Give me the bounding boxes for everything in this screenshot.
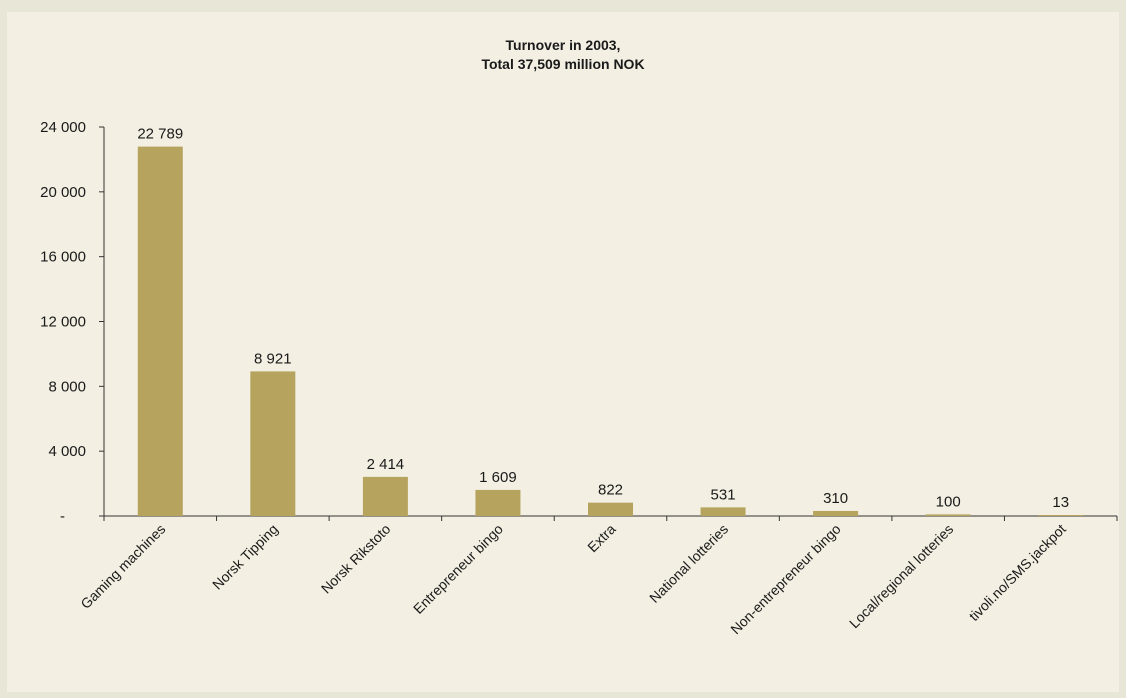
data-label: 8 921 (254, 350, 292, 367)
y-tick-label: 20 000 (40, 184, 86, 201)
x-category-label: Local/regional lotteries (846, 521, 956, 631)
y-tick-label: 12 000 (40, 314, 86, 331)
bar (925, 514, 971, 516)
data-label: 100 (936, 493, 961, 510)
x-category-label: Non-entrepreneur bingo (727, 521, 844, 638)
x-category-label: Norsk Tipping (209, 521, 281, 593)
bar (1038, 515, 1084, 516)
bar (250, 371, 296, 516)
y-tick-label: 8 000 (48, 378, 86, 395)
y-tick-label: 24 000 (40, 119, 86, 136)
data-label: 310 (823, 490, 848, 507)
bar (475, 489, 521, 516)
bar (137, 146, 183, 516)
y-tick-label: - (60, 508, 65, 525)
chart-title: Turnover in 2003, (506, 37, 621, 53)
data-label: 531 (711, 486, 736, 503)
data-label: 1 609 (479, 469, 517, 486)
chart-subtitle: Total 37,509 million NOK (481, 56, 644, 72)
bar (588, 502, 633, 516)
bar (362, 476, 408, 516)
bar (813, 510, 859, 516)
data-label: 13 (1052, 494, 1069, 511)
plot-area: - 4 000 8 000 12 000 16 000 20 000 24 000 22 78… (40, 119, 1118, 638)
x-category-label: National lotteries (646, 521, 731, 606)
data-label: 822 (598, 482, 623, 499)
chart-panel (7, 12, 1119, 692)
y-tick-label: 16 000 (40, 249, 86, 266)
x-category-label: Gaming machines (77, 521, 168, 612)
bar (700, 507, 746, 516)
data-label: 2 414 (367, 456, 405, 473)
x-category-label: Entrepreneur bingo (410, 521, 506, 617)
y-tick-label: 4 000 (48, 443, 86, 460)
data-label: 22 789 (137, 126, 183, 143)
x-category-label: tivoli.no/SMS.jackpot (966, 521, 1069, 624)
x-category-label: Extra (584, 521, 619, 556)
x-category-label: Norsk Rikstoto (318, 521, 394, 597)
